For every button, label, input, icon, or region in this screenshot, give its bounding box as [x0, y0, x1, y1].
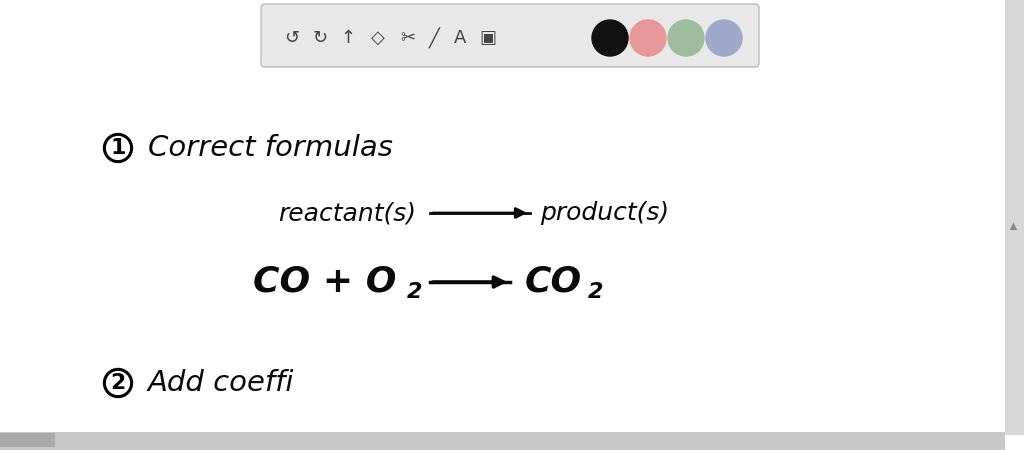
Text: reactant(s): reactant(s) [278, 201, 416, 225]
Text: A: A [454, 29, 466, 47]
Text: ✂: ✂ [400, 29, 416, 47]
Text: Correct formulas: Correct formulas [148, 134, 393, 162]
Text: ↻: ↻ [312, 29, 328, 47]
Text: 2: 2 [407, 282, 423, 302]
Circle shape [592, 20, 628, 56]
Text: ╱: ╱ [429, 27, 439, 49]
Bar [0, 432, 1005, 450]
Circle shape [706, 20, 742, 56]
Text: ↑: ↑ [340, 29, 355, 47]
Circle shape [630, 20, 666, 56]
Text: CO + O: CO + O [253, 265, 396, 299]
Circle shape [668, 20, 705, 56]
Text: product(s): product(s) [540, 201, 669, 225]
Text: Add coeffi: Add coeffi [148, 369, 295, 397]
Text: ↺: ↺ [285, 29, 300, 47]
Text: 1: 1 [111, 138, 126, 158]
Text: ◇: ◇ [371, 29, 385, 47]
Bar [0, 433, 55, 447]
Text: ▶: ▶ [1009, 221, 1019, 229]
Text: CO: CO [525, 265, 583, 299]
Text: ▣: ▣ [479, 29, 497, 47]
FancyBboxPatch shape [261, 4, 759, 67]
Text: 2: 2 [588, 282, 603, 302]
Text: 2: 2 [111, 373, 126, 393]
Bar [1005, 0, 1024, 435]
